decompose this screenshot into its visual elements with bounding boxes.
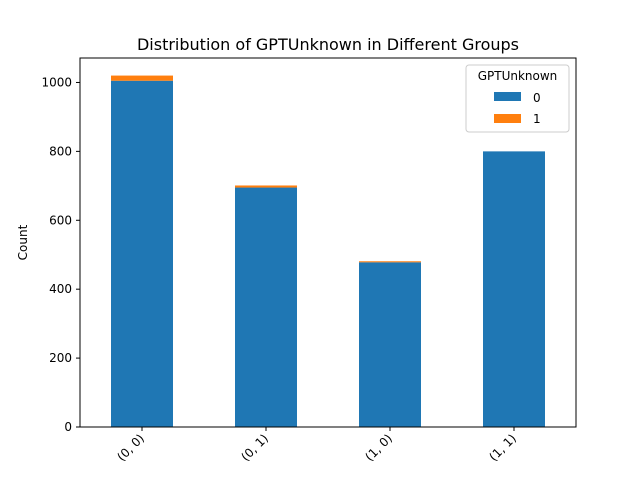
bar-0-0-series-1 bbox=[111, 75, 173, 81]
bar-group bbox=[111, 75, 545, 427]
legend-title: GPTUnknown bbox=[478, 69, 558, 83]
bar-0-1-series-1 bbox=[235, 185, 297, 188]
y-tick-label: 800 bbox=[49, 144, 72, 158]
y-tick-label: 400 bbox=[49, 282, 72, 296]
bar-0-0-series-0 bbox=[111, 80, 173, 427]
y-tick-label: 200 bbox=[49, 351, 72, 365]
bar-0-1-series-0 bbox=[235, 187, 297, 427]
legend-swatch-0 bbox=[494, 92, 521, 101]
y-axis: 0 200 400 600 800 1000 bbox=[41, 75, 80, 434]
x-tick-label: (1, 0) bbox=[362, 431, 395, 464]
bar-1-0-series-1 bbox=[359, 261, 421, 263]
x-tick-label: (1, 1) bbox=[486, 431, 519, 464]
chart-title: Distribution of GPTUnknown in Different … bbox=[137, 35, 519, 54]
y-tick-label: 0 bbox=[64, 420, 72, 434]
plot-area-frame bbox=[79, 57, 577, 428]
legend: GPTUnknown 0 1 bbox=[465, 64, 570, 133]
y-tick-label: 600 bbox=[49, 213, 72, 227]
bar-1-1-series-0 bbox=[483, 151, 545, 427]
legend-swatch-1 bbox=[494, 114, 521, 123]
x-tick-label: (0, 0) bbox=[114, 431, 147, 464]
bar-1-0-series-0 bbox=[359, 262, 421, 427]
legend-label-1: 1 bbox=[533, 112, 541, 126]
legend-label-0: 0 bbox=[533, 91, 541, 105]
y-tick-label: 1000 bbox=[41, 75, 72, 89]
x-axis: (0, 0) (0, 1) (1, 0) (1, 1) bbox=[114, 427, 519, 464]
x-tick-label: (0, 1) bbox=[238, 431, 271, 464]
y-axis-label: Count bbox=[16, 224, 30, 260]
